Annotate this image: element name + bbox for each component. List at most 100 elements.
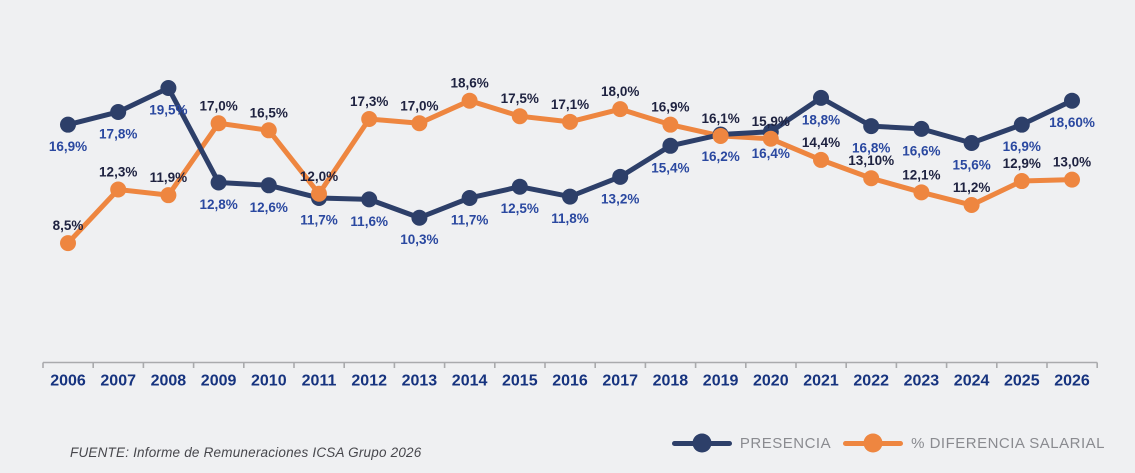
point-diferencia-salarial-2022	[863, 170, 880, 187]
value-label-presencia-2010: 12,6%	[250, 200, 288, 215]
value-label-presencia-2018: 15,4%	[651, 160, 689, 175]
year-label-2024: 2024	[954, 373, 990, 390]
year-label-2006: 2006	[50, 373, 86, 390]
value-label-presencia-2012: 11,6%	[350, 214, 388, 229]
year-label-2022: 2022	[853, 373, 889, 390]
value-label-diferencia-salarial-2026: 13,0%	[1053, 155, 1091, 170]
value-label-diferencia-salarial-2023: 12,1%	[902, 167, 940, 182]
legend-item-presencia: PRESENCIA	[671, 433, 832, 453]
point-diferencia-salarial-2026	[1064, 171, 1080, 188]
value-label-diferencia-salarial-2006: 8,5%	[53, 218, 84, 233]
value-label-diferencia-salarial-2009: 17,0%	[199, 98, 237, 113]
point-presencia-2024	[963, 134, 980, 151]
point-diferencia-salarial-2020	[762, 130, 779, 147]
year-label-2008: 2008	[151, 373, 187, 390]
point-presencia-2017	[612, 168, 629, 185]
point-diferencia-salarial-2014	[461, 92, 478, 109]
point-presencia-2016	[562, 188, 578, 205]
year-label-2020: 2020	[753, 373, 789, 390]
value-label-diferencia-salarial-2012: 17,3%	[350, 94, 388, 109]
value-label-presencia-2024: 15,6%	[952, 157, 990, 172]
point-presencia-2025	[1013, 116, 1030, 133]
value-label-diferencia-salarial-2010: 16,5%	[250, 105, 288, 120]
value-label-presencia-2017: 13,2%	[601, 191, 639, 206]
value-label-diferencia-salarial-2011: 12,0%	[300, 169, 338, 184]
point-presencia-2008	[160, 80, 177, 96]
year-label-2021: 2021	[803, 373, 839, 390]
value-label-diferencia-salarial-2017: 18,0%	[601, 84, 639, 99]
value-label-diferencia-salarial-2021: 14,4%	[802, 135, 840, 150]
value-label-presencia-2019: 16,2%	[701, 149, 739, 164]
value-label-diferencia-salarial-2007: 12,3%	[99, 165, 137, 180]
year-label-2012: 2012	[351, 373, 387, 390]
year-label-2026: 2026	[1054, 373, 1090, 390]
value-label-diferencia-salarial-2015: 17,5%	[501, 91, 539, 106]
year-label-2010: 2010	[251, 373, 287, 390]
point-diferencia-salarial-2012	[361, 111, 378, 128]
point-diferencia-salarial-2023	[913, 184, 930, 201]
point-presencia-2018	[662, 137, 679, 154]
point-presencia-2026	[1064, 92, 1080, 109]
point-presencia-2009	[210, 174, 227, 191]
point-presencia-2010	[260, 177, 277, 194]
value-label-diferencia-salarial-2008: 11,9%	[150, 170, 188, 185]
point-diferencia-salarial-2017	[612, 101, 629, 118]
value-label-presencia-2009: 12,8%	[199, 197, 237, 212]
legend-line-marker-diferencia	[843, 433, 904, 453]
point-diferencia-salarial-2007	[110, 181, 127, 198]
value-label-presencia-2025: 16,9%	[1003, 139, 1041, 154]
year-label-2016: 2016	[552, 373, 588, 390]
point-diferencia-salarial-2021	[813, 151, 829, 168]
point-diferencia-salarial-2025	[1013, 173, 1030, 190]
year-label-2009: 2009	[201, 373, 237, 390]
year-label-2018: 2018	[653, 373, 689, 390]
point-presencia-2021	[813, 89, 829, 106]
value-label-presencia-2020: 16,4%	[752, 146, 790, 161]
point-presencia-2023	[913, 120, 930, 137]
point-presencia-2007	[110, 103, 127, 120]
point-diferencia-salarial-2008	[160, 187, 177, 204]
value-label-diferencia-salarial-2013: 17,0%	[400, 98, 438, 113]
point-presencia-2014	[461, 189, 478, 206]
legend: PRESENCIA % DIFERENCIA SALARIAL	[671, 432, 1105, 454]
year-label-2017: 2017	[602, 373, 638, 390]
value-label-presencia-2006: 16,9%	[49, 139, 87, 154]
point-diferencia-salarial-2013	[411, 115, 428, 132]
legend-label-presencia: PRESENCIA	[739, 434, 832, 452]
legend-dot-icon	[692, 433, 712, 453]
point-diferencia-salarial-2019	[712, 127, 729, 144]
value-label-presencia-2016: 11,8%	[551, 211, 589, 226]
value-label-diferencia-salarial-2018: 16,9%	[651, 100, 689, 115]
value-label-presencia-2013: 10,3%	[400, 232, 438, 247]
value-label-diferencia-salarial-2019: 16,1%	[701, 111, 739, 126]
value-label-diferencia-salarial-2014: 18,6%	[450, 76, 488, 91]
point-presencia-2022	[863, 118, 880, 135]
point-diferencia-salarial-2006	[60, 235, 76, 252]
value-label-presencia-2011: 11,7%	[300, 212, 338, 227]
year-label-2011: 2011	[302, 373, 337, 390]
legend-label-diferencia-salarial: % DIFERENCIA SALARIAL	[911, 434, 1105, 452]
value-label-presencia-2026: 18,60%	[1049, 115, 1095, 130]
year-label-2013: 2013	[402, 373, 438, 390]
point-diferencia-salarial-2011	[311, 185, 327, 202]
value-label-diferencia-salarial-2020: 15,9%	[752, 114, 790, 129]
value-label-presencia-2007: 17,8%	[99, 126, 137, 141]
year-label-2019: 2019	[703, 373, 739, 390]
point-presencia-2006	[60, 116, 76, 133]
point-diferencia-salarial-2016	[562, 113, 578, 130]
year-label-2023: 2023	[904, 373, 940, 390]
year-label-2007: 2007	[100, 373, 136, 390]
value-label-diferencia-salarial-2016: 17,1%	[551, 97, 589, 112]
source-note: FUENTE: Informe de Remuneraciones ICSA G…	[70, 445, 422, 460]
value-label-presencia-2022: 16,8%	[852, 141, 890, 156]
point-diferencia-salarial-2009	[210, 115, 227, 132]
point-diferencia-salarial-2024	[963, 197, 980, 214]
point-presencia-2012	[361, 191, 378, 208]
line-chart: 2006 2007 2008 2009 2010 2011 2012 2013 2014 2015…	[42, 76, 1098, 390]
point-diferencia-salarial-2010	[260, 122, 277, 139]
value-label-presencia-2015: 12,5%	[501, 201, 539, 216]
year-label-2025: 2025	[1004, 373, 1040, 390]
value-label-diferencia-salarial-2024: 11,2%	[953, 180, 991, 195]
value-label-presencia-2008: 19,5%	[149, 103, 187, 118]
